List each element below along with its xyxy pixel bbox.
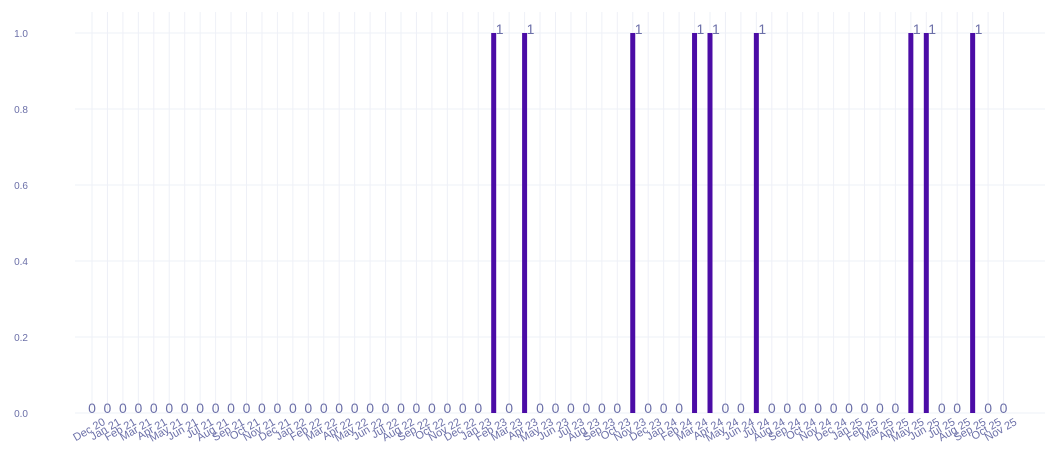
data-label: 0 [428, 400, 436, 416]
data-label: 0 [536, 400, 544, 416]
data-label: 0 [876, 400, 884, 416]
data-label: 0 [675, 400, 683, 416]
x-tick-label: Nov 25 [983, 416, 1019, 444]
data-label: 0 [783, 400, 791, 416]
data-label: 0 [304, 400, 312, 416]
data-label: 0 [598, 400, 606, 416]
y-tick-label: 0.2 [14, 333, 28, 344]
data-label: 0 [366, 400, 374, 416]
data-label: 0 [768, 400, 776, 416]
data-label: 0 [953, 400, 961, 416]
bars [491, 33, 976, 413]
data-label: 1 [697, 21, 705, 37]
gridlines [75, 12, 1045, 414]
data-label: 0 [799, 400, 807, 416]
data-label: 1 [975, 21, 983, 37]
data-label: 0 [335, 400, 343, 416]
data-label: 0 [938, 400, 946, 416]
data-label: 0 [459, 400, 467, 416]
y-tick-label: 1.0 [14, 29, 28, 40]
data-label: 0 [119, 400, 127, 416]
data-label: 0 [413, 400, 421, 416]
data-label: 0 [443, 400, 451, 416]
data-label: 0 [181, 400, 189, 416]
data-label: 0 [1000, 400, 1008, 416]
data-label: 1 [712, 21, 720, 37]
data-label: 0 [845, 400, 853, 416]
bar [923, 33, 929, 413]
data-label: 1 [635, 21, 643, 37]
bar [908, 33, 914, 413]
data-label: 0 [722, 400, 730, 416]
data-label: 0 [474, 400, 482, 416]
data-label: 0 [165, 400, 173, 416]
data-label: 0 [613, 400, 621, 416]
data-label: 0 [134, 400, 142, 416]
data-label: 0 [583, 400, 591, 416]
data-label: 0 [861, 400, 869, 416]
data-label: 0 [88, 400, 96, 416]
bar [707, 33, 713, 413]
data-label: 0 [397, 400, 405, 416]
data-label: 0 [644, 400, 652, 416]
bar [970, 33, 976, 413]
data-label: 0 [212, 400, 220, 416]
data-label: 0 [104, 400, 112, 416]
y-tick-label: 0.6 [14, 181, 28, 192]
data-label: 0 [243, 400, 251, 416]
data-label: 1 [496, 21, 504, 37]
data-label: 1 [527, 21, 535, 37]
y-tick-label: 0.4 [14, 257, 28, 268]
data-label: 0 [660, 400, 668, 416]
data-label: 0 [320, 400, 328, 416]
data-label: 0 [258, 400, 266, 416]
data-label: 0 [289, 400, 297, 416]
data-label: 1 [758, 21, 766, 37]
data-label: 0 [382, 400, 390, 416]
y-tick-label: 0.8 [14, 105, 28, 116]
data-label: 0 [892, 400, 900, 416]
data-label: 0 [351, 400, 359, 416]
bar [491, 33, 497, 413]
data-label: 1 [928, 21, 936, 37]
data-label: 0 [150, 400, 158, 416]
y-axis-ticks: 0.0 0.2 0.4 0.6 0.8 1.0 [14, 29, 28, 420]
data-label: 0 [567, 400, 575, 416]
data-label: 0 [227, 400, 235, 416]
y-tick-label: 0.0 [14, 409, 28, 420]
data-label: 0 [196, 400, 204, 416]
bar [692, 33, 698, 413]
data-label: 0 [814, 400, 822, 416]
bar [630, 33, 636, 413]
data-label: 0 [505, 400, 513, 416]
bar [753, 33, 759, 413]
data-label: 1 [913, 21, 921, 37]
data-label: 0 [552, 400, 560, 416]
data-label: 0 [830, 400, 838, 416]
data-label: 0 [737, 400, 745, 416]
bar [522, 33, 528, 413]
data-label: 0 [274, 400, 282, 416]
data-label: 0 [984, 400, 992, 416]
